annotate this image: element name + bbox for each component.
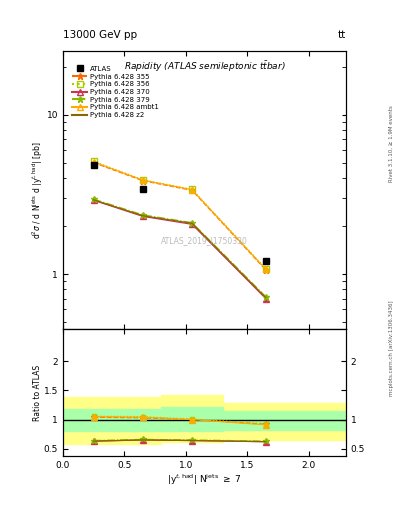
Legend: ATLAS, Pythia 6.428 355, Pythia 6.428 356, Pythia 6.428 370, Pythia 6.428 379, P: ATLAS, Pythia 6.428 355, Pythia 6.428 35…	[72, 66, 159, 118]
Text: ATLAS_2019_I1750330: ATLAS_2019_I1750330	[161, 236, 248, 245]
Text: 13000 GeV pp: 13000 GeV pp	[63, 30, 137, 40]
Text: Rapidity (ATLAS semileptonic t$\bar{t}$bar): Rapidity (ATLAS semileptonic t$\bar{t}$b…	[123, 59, 285, 74]
Text: tt: tt	[338, 30, 346, 40]
Text: Rivet 3.1.10, ≥ 1.9M events: Rivet 3.1.10, ≥ 1.9M events	[389, 105, 393, 182]
X-axis label: |y$^{t,\rm had}$| N$^{\rm jets}$ $\geq$ 7: |y$^{t,\rm had}$| N$^{\rm jets}$ $\geq$ …	[167, 472, 242, 487]
Y-axis label: Ratio to ATLAS: Ratio to ATLAS	[33, 365, 42, 420]
Text: mcplots.cern.ch [arXiv:1306.3436]: mcplots.cern.ch [arXiv:1306.3436]	[389, 301, 393, 396]
Y-axis label: d$^2\sigma$ / d N$^{\rm jets}$ d |y$^{t,\rm had}$| [pb]: d$^2\sigma$ / d N$^{\rm jets}$ d |y$^{t,…	[31, 141, 45, 239]
